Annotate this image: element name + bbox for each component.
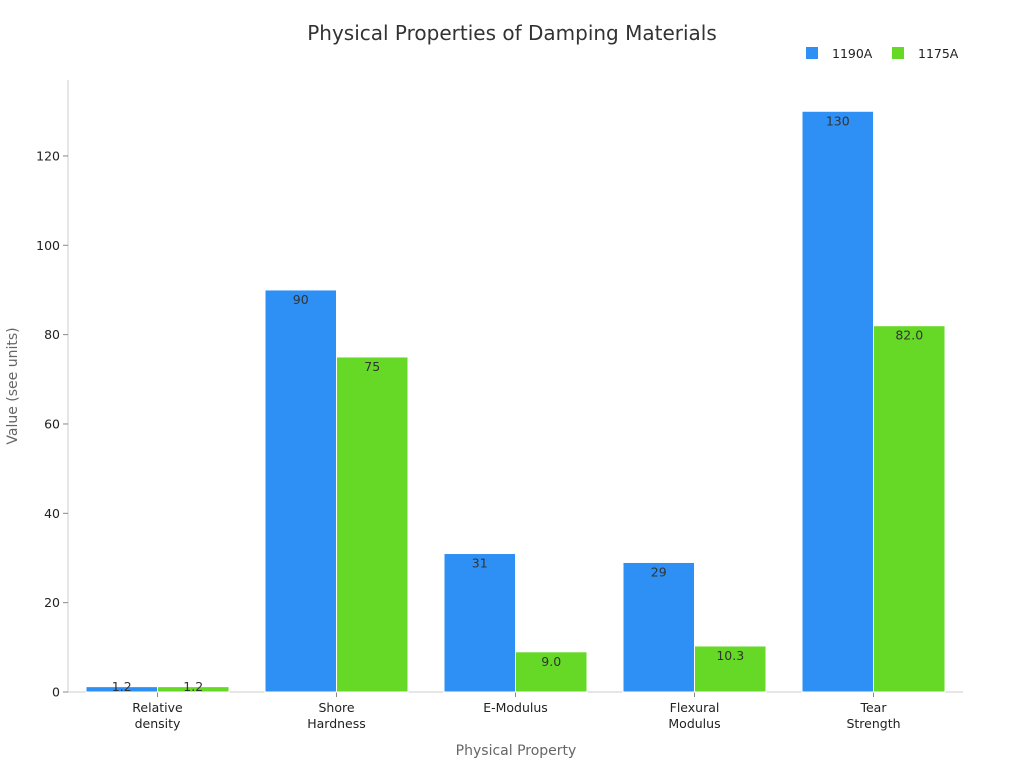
bar-1175a <box>336 356 409 693</box>
bars <box>85 110 946 693</box>
x-tick-label: density <box>135 716 181 731</box>
x-tick-label: Tear <box>859 700 887 715</box>
data-label: 1.2 <box>183 679 203 694</box>
data-label: 31 <box>472 556 488 571</box>
legend: 1190A 1175A <box>806 46 959 61</box>
x-tick-label: Flexural <box>670 700 720 715</box>
bar-1190a <box>264 289 337 693</box>
bar-1190a <box>443 553 516 693</box>
y-tick-label: 80 <box>44 327 60 342</box>
bar-1190a <box>622 561 695 693</box>
y-tick-label: 20 <box>44 595 60 610</box>
bar-1175a <box>694 645 767 693</box>
bar-1175a <box>873 325 946 693</box>
y-tick-label: 100 <box>36 238 60 253</box>
y-axis-ticks: 0 20 40 60 80 100 120 <box>36 148 68 700</box>
y-tick-label: 60 <box>44 416 60 431</box>
x-axis-label: Physical Property <box>456 743 577 759</box>
data-label: 130 <box>826 113 850 128</box>
legend-swatch <box>806 47 818 59</box>
legend-label: 1190A <box>832 46 873 61</box>
y-axis-label: Value (see units) <box>5 327 21 444</box>
bar-1175a <box>157 686 230 693</box>
x-tick-label: Shore <box>318 700 354 715</box>
y-tick-label: 0 <box>52 685 60 700</box>
y-tick-label: 40 <box>44 506 60 521</box>
data-label: 75 <box>364 359 380 374</box>
legend-label: 1175A <box>918 46 959 61</box>
data-labels: 1.2 1.2 90 75 31 9.0 29 10.3 130 82.0 <box>112 113 923 694</box>
bar-1175a <box>515 651 588 693</box>
data-label: 82.0 <box>895 328 923 343</box>
data-label: 1.2 <box>112 679 132 694</box>
x-tick-label: E-Modulus <box>483 700 548 715</box>
y-tick-label: 120 <box>36 148 60 163</box>
x-tick-label: Hardness <box>307 716 366 731</box>
chart-title: Physical Properties of Damping Materials <box>307 21 717 45</box>
bar-1190a <box>801 110 874 693</box>
x-tick-label: Relative <box>132 700 183 715</box>
data-label: 90 <box>293 292 309 307</box>
legend-swatch <box>892 47 904 59</box>
data-label: 9.0 <box>541 654 561 669</box>
x-tick-label: Modulus <box>668 716 720 731</box>
data-label: 29 <box>651 564 667 579</box>
data-label: 10.3 <box>716 648 744 663</box>
x-tick-label: Strength <box>846 716 900 731</box>
